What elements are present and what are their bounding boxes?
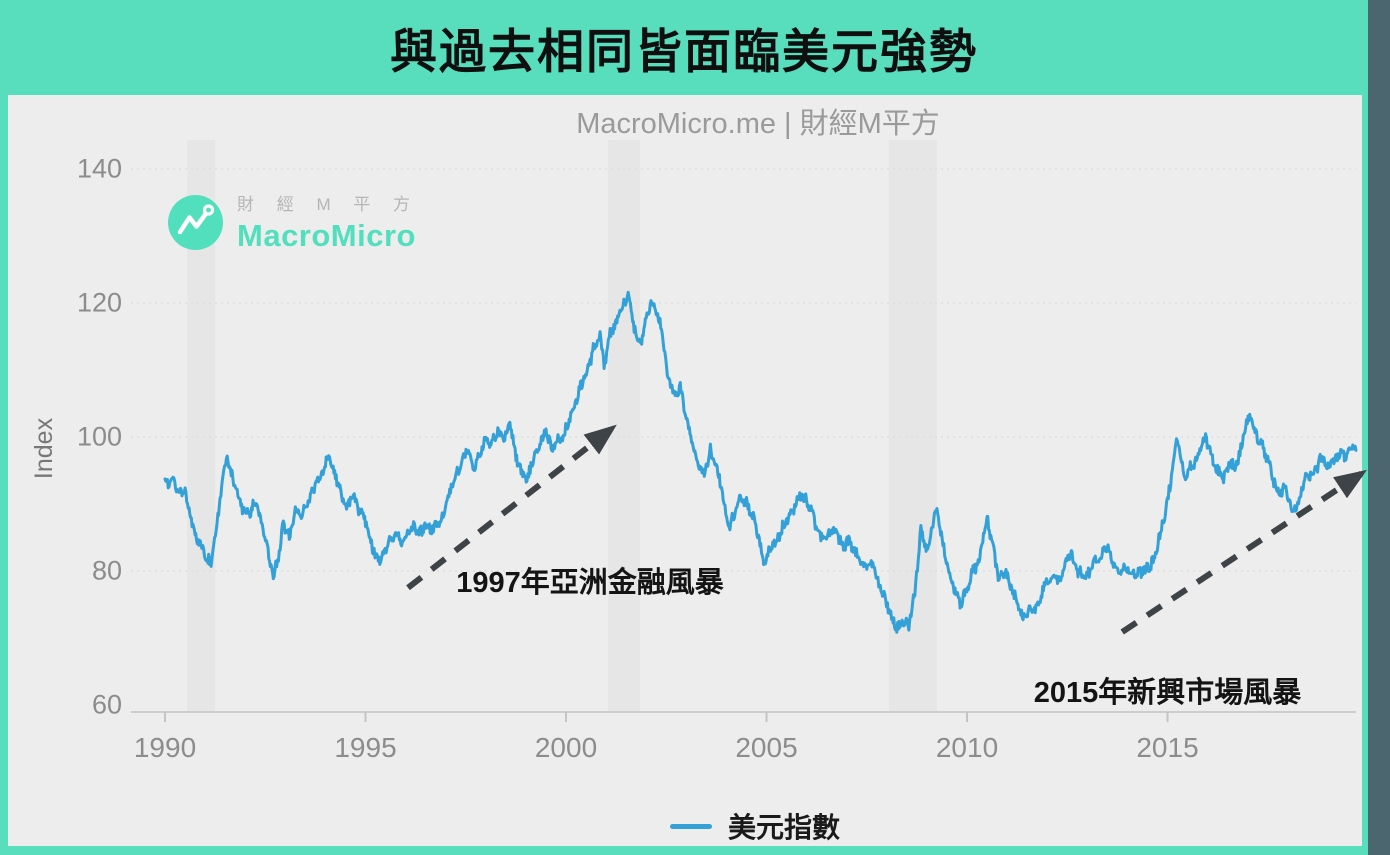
y-tick-label: 140: [76, 153, 122, 184]
logo-wordmark: 財 經 M 平 方 MacroMicro: [237, 190, 419, 254]
watermark-text: MacroMicro.me | 財經M平方: [576, 108, 940, 140]
x-tick-label: 1990: [133, 732, 197, 763]
x-tick-label: 2015: [1136, 732, 1199, 763]
logo-en-text: MacroMicro: [237, 218, 416, 253]
title-banner: 與過去相同皆面臨美元強勢: [0, 0, 1368, 95]
y-tick-label: 80: [91, 555, 122, 586]
macromicro-logo: 財 經 M 平 方 MacroMicro: [168, 190, 419, 254]
y-tick-label: 60: [91, 689, 122, 720]
logo-cn-text: 財 經 M 平 方: [237, 195, 420, 214]
annotation-2015-em-storm: 2015年新興市場風暴: [1033, 677, 1302, 710]
annotation-1997-asian-crisis: 1997年亞洲金融風暴: [456, 566, 724, 599]
y-tick-label: 100: [76, 421, 122, 452]
legend-line-swatch: [669, 823, 712, 829]
x-tick-label: 2005: [735, 732, 798, 763]
x-tick-label: 1995: [334, 732, 397, 763]
y-axis-title: Index: [30, 417, 59, 480]
y-tick-label: 120: [76, 287, 122, 318]
scrollbar-track[interactable]: [1368, 0, 1390, 855]
chart-title: 與過去相同皆面臨美元強勢: [390, 25, 978, 78]
x-tick-label: 2010: [935, 732, 999, 763]
legend[interactable]: 美元指數: [669, 806, 841, 846]
legend-series-label: 美元指數: [727, 812, 841, 843]
x-tick-label: 2000: [534, 732, 598, 763]
macromicro-logo-icon: [168, 194, 223, 250]
line-chart-icon: [177, 203, 215, 234]
